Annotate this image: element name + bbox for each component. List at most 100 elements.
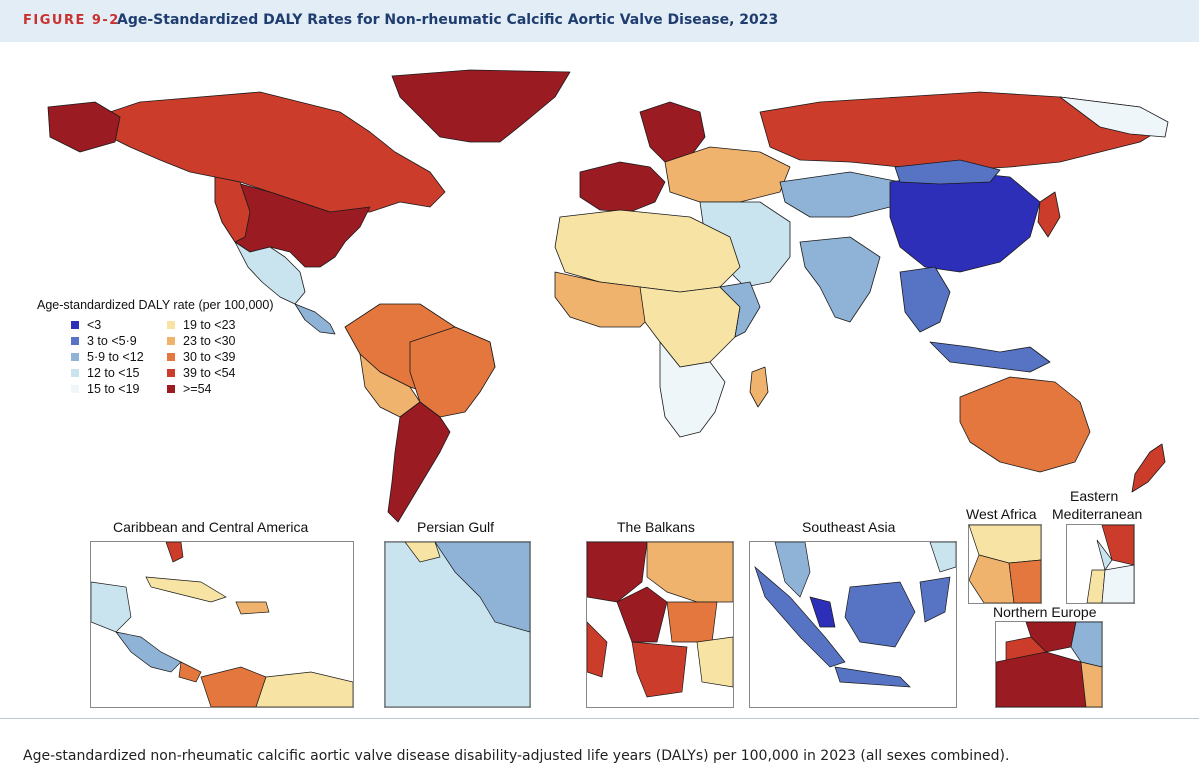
inset-italy <box>587 621 608 678</box>
inset-title-northern-europe: Northern Europe <box>993 604 1097 620</box>
figure-title: Age-Standardized DALY Rates for Non-rheu… <box>117 12 779 28</box>
legend-label: <3 <box>87 317 102 332</box>
central-africa-region <box>639 286 741 368</box>
figure-caption: Age-standardized non-rheumatic calcific … <box>23 748 1010 764</box>
legend-item: 12 to <15 <box>37 365 157 380</box>
inset-title-eastern-med-2: Mediterranean <box>1052 506 1143 522</box>
inset-malaysia <box>809 596 836 628</box>
greenland-region <box>391 69 571 143</box>
inset-title-eastern-med-1: Eastern <box>1070 488 1119 504</box>
legend-item: <3 <box>37 317 157 332</box>
inset-southeast-asia-svg <box>754 542 956 688</box>
legend-item: 19 to <23 <box>167 317 287 332</box>
legend-item: 15 to <19 <box>37 381 157 396</box>
legend-item: 39 to <54 <box>167 365 287 380</box>
india-region <box>799 236 881 323</box>
inset-hispaniola <box>235 601 270 615</box>
inset-lebanon <box>1096 539 1113 571</box>
inset-eastern-med <box>1066 524 1135 604</box>
alaska-region <box>47 101 121 153</box>
legend-swatch <box>71 352 79 361</box>
legend-item: >=54 <box>167 381 287 396</box>
figure-header: FIGURE 9-2 Age-Standardized DALY Rates f… <box>0 0 1199 42</box>
inset-central-america <box>115 631 182 673</box>
inset-iran <box>434 542 530 633</box>
inset-greece <box>631 641 688 698</box>
inset-title-west-africa: West Africa <box>966 506 1037 522</box>
inset-mali <box>1008 559 1041 603</box>
inset-israel <box>1086 569 1106 603</box>
legend-label: 23 to <30 <box>183 333 236 348</box>
inset-guinea <box>969 554 1015 603</box>
inset-northern-europe <box>995 621 1103 708</box>
inset-romania <box>646 542 733 603</box>
mexico-region <box>234 241 306 305</box>
legend-swatch <box>71 320 79 329</box>
map-legend: Age-standardized DALY rate (per 100,000)… <box>37 298 287 396</box>
usa-west-region <box>214 176 251 243</box>
central-asia-region <box>779 171 901 218</box>
inset-venezuela <box>255 671 353 707</box>
inset-eastern-med-svg <box>1086 525 1134 603</box>
figure-label: FIGURE 9-2 <box>23 13 120 28</box>
inset-borneo <box>844 581 916 648</box>
legend-title: Age-standardized DALY rate (per 100,000) <box>37 298 274 312</box>
inset-west-africa <box>968 524 1042 604</box>
inset-philippines <box>929 542 956 573</box>
legend-swatch <box>167 352 175 361</box>
inset-title-southeast-asia: Southeast Asia <box>802 519 896 535</box>
world-map-svg <box>47 69 1169 523</box>
inset-germany-poland <box>996 651 1087 707</box>
legend-label: 5·9 to <12 <box>87 349 144 364</box>
eastern-europe-region <box>664 146 791 203</box>
legend-label: 39 to <54 <box>183 365 236 380</box>
inset-balkans-svg <box>587 542 733 698</box>
inset-colombia <box>200 666 267 707</box>
canada-region <box>94 91 446 213</box>
east-africa-region <box>719 281 761 338</box>
legend-swatch <box>167 320 175 329</box>
inset-west-africa-svg <box>969 525 1041 603</box>
legend-label: 3 to <5·9 <box>87 333 137 348</box>
inset-florida <box>165 542 184 563</box>
inset-iraq <box>404 542 441 563</box>
legend-item: 3 to <5·9 <box>37 333 157 348</box>
inset-serbia <box>616 586 668 643</box>
central-america-region <box>294 303 336 335</box>
russia-east-region <box>1059 96 1169 138</box>
legend-label: 19 to <23 <box>183 317 236 332</box>
inset-java <box>834 666 911 688</box>
legend-label: 12 to <15 <box>87 365 140 380</box>
inset-turkey <box>696 636 733 688</box>
inset-balkans <box>586 541 734 708</box>
inset-syria <box>1101 525 1134 566</box>
scandinavia-region <box>639 101 706 163</box>
caption-divider <box>0 718 1199 719</box>
inset-panama <box>178 661 202 683</box>
madagascar-region <box>749 366 769 408</box>
legend-item: 5·9 to <12 <box>37 349 157 364</box>
indonesia-region <box>929 341 1051 373</box>
western-europe-region <box>579 161 666 213</box>
inset-caribbean <box>90 541 354 708</box>
china-region <box>889 171 1041 273</box>
legend-swatch <box>71 384 79 393</box>
inset-northern-europe-svg <box>996 622 1102 707</box>
inset-belarus <box>1080 661 1102 707</box>
west-africa-region <box>554 271 661 328</box>
inset-bulgaria <box>666 601 718 643</box>
inset-jordan <box>1101 564 1134 603</box>
inset-thailand <box>774 542 811 598</box>
world-map <box>0 42 1199 714</box>
australia-region <box>959 376 1091 473</box>
mongolia-region <box>894 159 1001 185</box>
legend-item: 23 to <30 <box>167 333 287 348</box>
russia-region <box>759 91 1166 171</box>
southern-cone-region <box>387 401 451 523</box>
inset-persian-gulf <box>384 541 531 708</box>
inset-title-balkans: The Balkans <box>617 519 695 535</box>
inset-sumatra <box>754 565 846 668</box>
japan-region <box>1037 191 1061 238</box>
southern-africa-region <box>659 341 726 438</box>
legend-label: >=54 <box>183 381 212 396</box>
